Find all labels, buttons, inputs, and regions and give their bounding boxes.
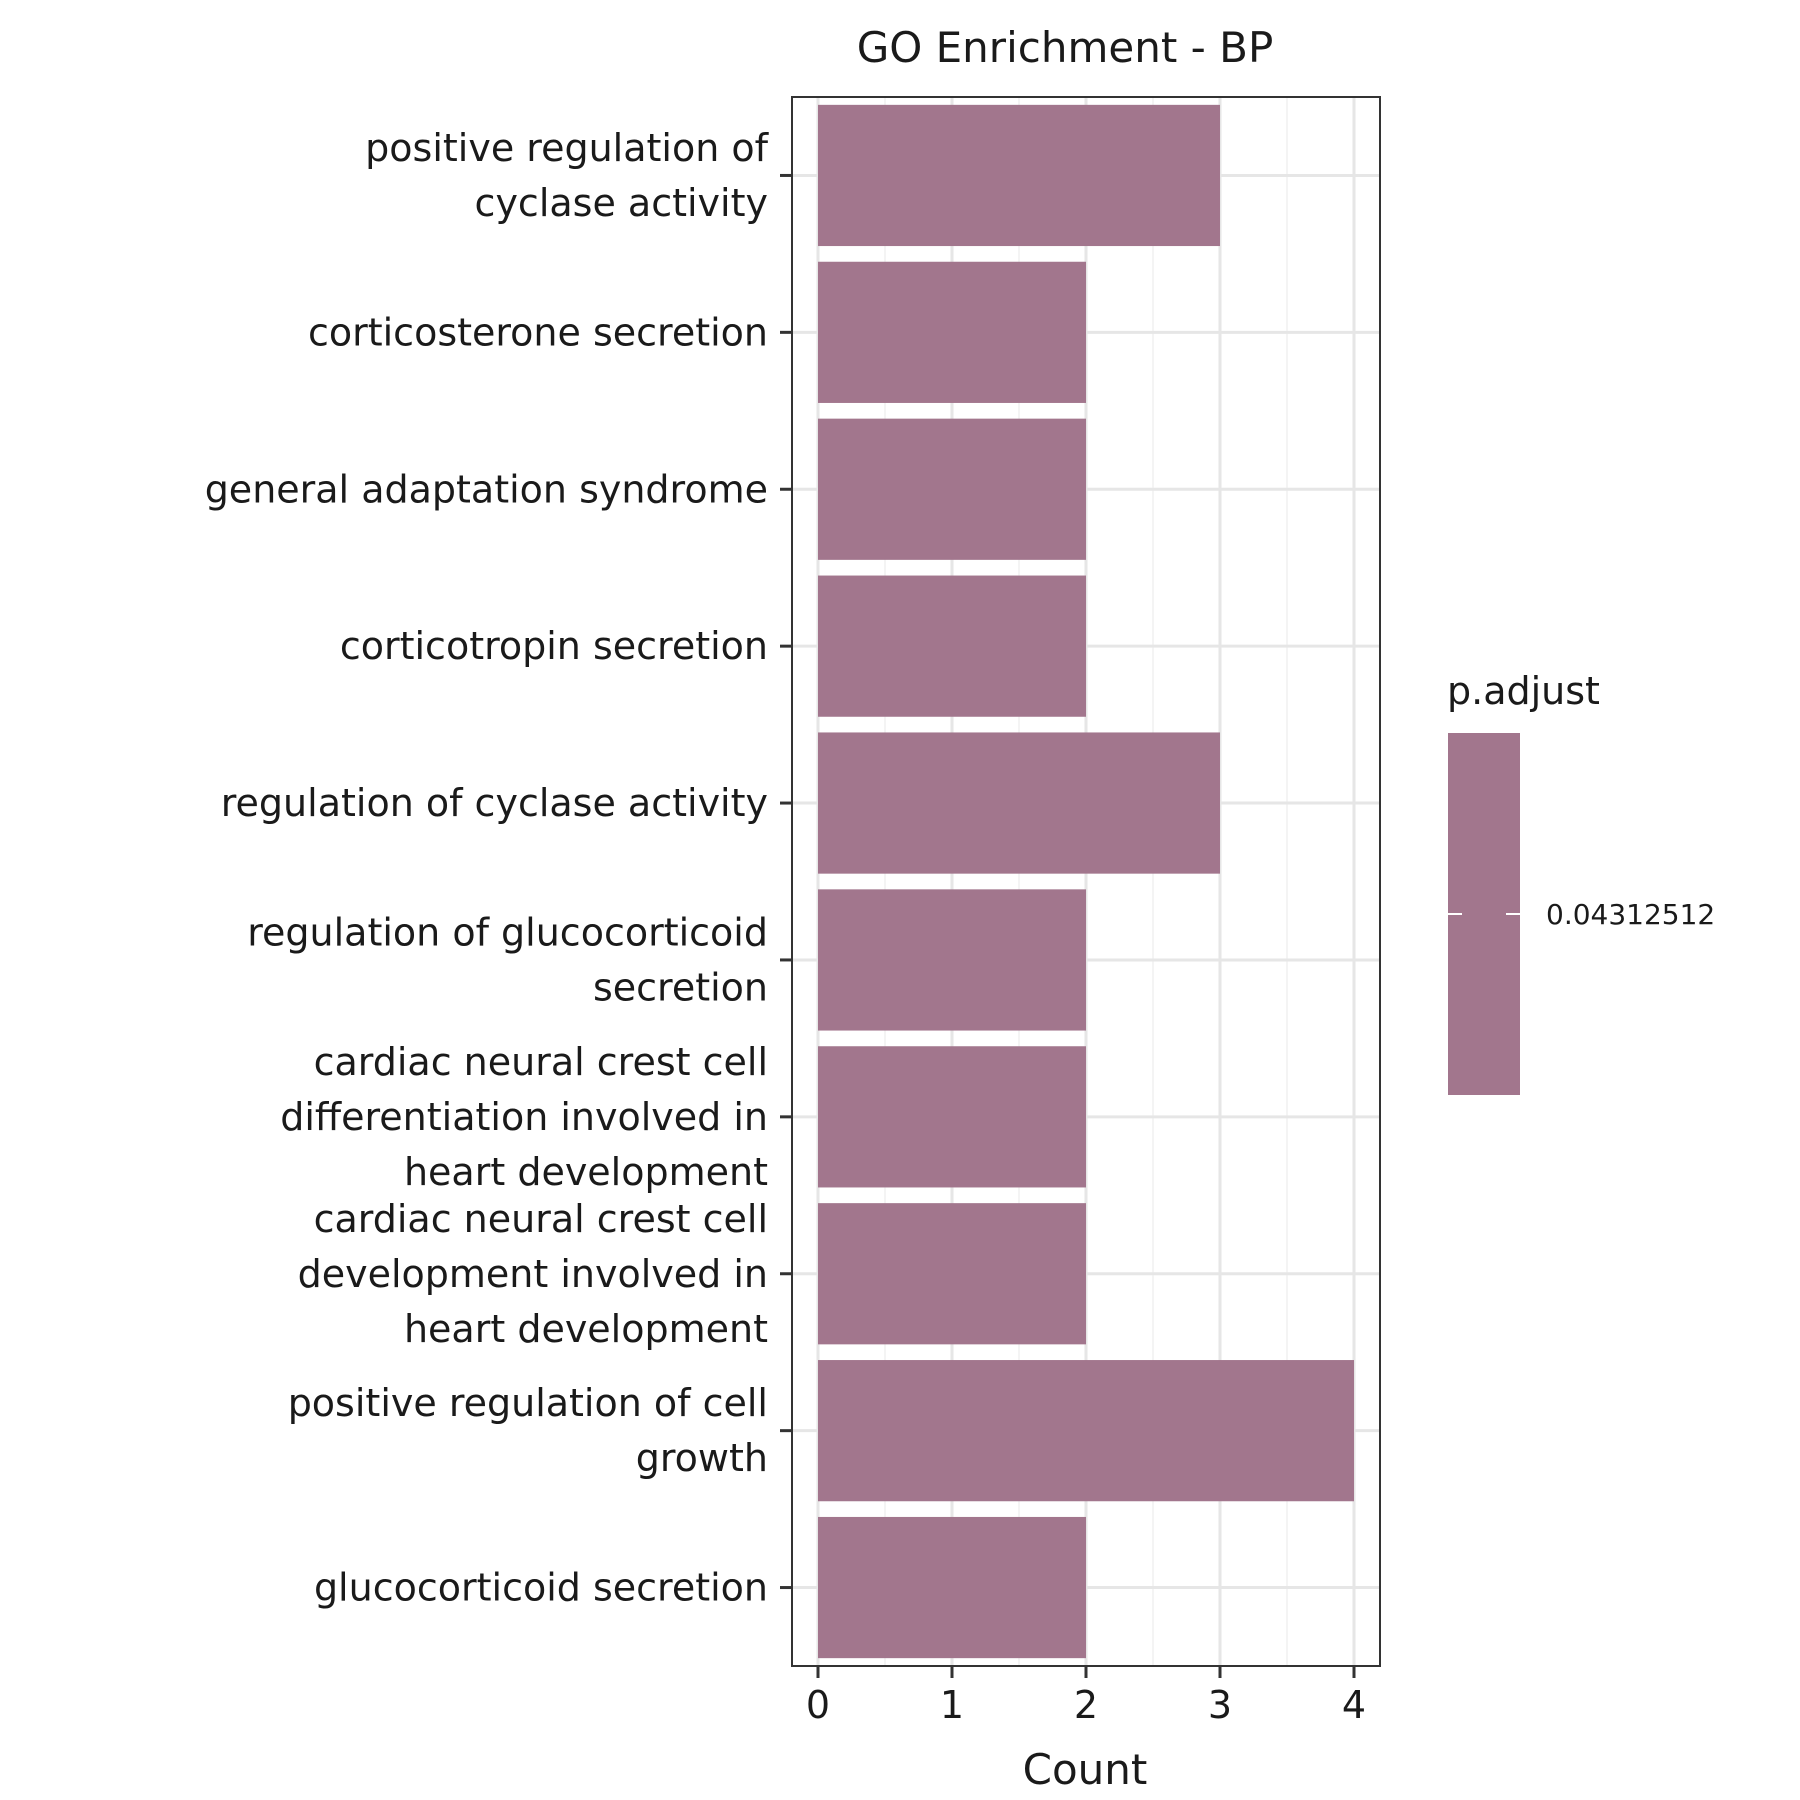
x-tick-label: 1 bbox=[940, 1683, 964, 1727]
x-tick-label: 0 bbox=[806, 1683, 830, 1727]
y-tick-label-line: positive regulation of cell bbox=[288, 1381, 768, 1425]
bar bbox=[818, 418, 1086, 560]
legend-title: p.adjust bbox=[1447, 669, 1600, 713]
y-tick-label-line: differentiation involved in bbox=[280, 1095, 768, 1139]
y-tick-label: corticosterone secretion bbox=[308, 310, 768, 354]
y-tick-label-line: general adaptation syndrome bbox=[205, 467, 768, 511]
y-tick-label: general adaptation syndrome bbox=[205, 467, 768, 511]
bar bbox=[818, 1516, 1086, 1659]
y-tick-label-line: regulation of glucocorticoid bbox=[247, 910, 768, 954]
legend: p.adjust 0.04312512 bbox=[1447, 669, 1715, 1095]
y-tick-label: glucocorticoid secretion bbox=[314, 1566, 768, 1610]
y-tick-label-line: cardiac neural crest cell bbox=[314, 1040, 768, 1084]
y-tick-label-line: development involved in bbox=[298, 1252, 768, 1296]
bar bbox=[818, 104, 1220, 247]
y-tick-label: cardiac neural crest cell differentiation… bbox=[280, 1040, 768, 1194]
x-tick-label: 2 bbox=[1074, 1683, 1098, 1727]
y-tick-label-line: heart development bbox=[404, 1150, 768, 1194]
y-tick-label: regulation of glucocorticoid secretion bbox=[247, 910, 768, 1009]
y-tick-label-line: secretion bbox=[593, 965, 768, 1009]
y-tick-label-line: glucocorticoid secretion bbox=[314, 1566, 768, 1610]
bar bbox=[818, 1203, 1086, 1345]
y-tick-label: corticotropin secretion bbox=[340, 624, 768, 668]
bar bbox=[818, 575, 1086, 717]
plot-area: positive regulation of cyclase activity co… bbox=[205, 96, 1381, 1727]
x-tick-label: 3 bbox=[1208, 1683, 1232, 1727]
bar bbox=[818, 261, 1086, 403]
bar bbox=[818, 1046, 1086, 1188]
y-tick-label: regulation of cyclase activity bbox=[221, 781, 768, 825]
x-axis-title: Count bbox=[1023, 1745, 1148, 1794]
y-tick-label-line: corticotropin secretion bbox=[340, 624, 768, 668]
x-tick-label: 4 bbox=[1342, 1683, 1366, 1727]
bar bbox=[818, 889, 1086, 1031]
chart-title: GO Enrichment - BP bbox=[857, 23, 1274, 72]
y-tick-label-line: cardiac neural crest cell bbox=[314, 1197, 768, 1241]
y-tick-label: positive regulation of cell growth bbox=[288, 1381, 768, 1480]
bar bbox=[818, 1360, 1354, 1502]
y-tick-label-line: growth bbox=[636, 1436, 768, 1480]
y-tick-label-line: corticosterone secretion bbox=[308, 310, 768, 354]
y-tick-label-line: regulation of cyclase activity bbox=[221, 781, 768, 825]
bar bbox=[818, 732, 1220, 874]
y-tick-label-line: positive regulation of bbox=[365, 126, 769, 170]
y-tick-label: positive regulation of cyclase activity bbox=[365, 126, 769, 225]
y-tick-label-line: heart development bbox=[404, 1307, 768, 1351]
legend-label: 0.04312512 bbox=[1546, 898, 1715, 931]
y-tick-label-line: cyclase activity bbox=[475, 181, 768, 225]
y-tick-label: cardiac neural crest cell development inv… bbox=[298, 1197, 768, 1351]
